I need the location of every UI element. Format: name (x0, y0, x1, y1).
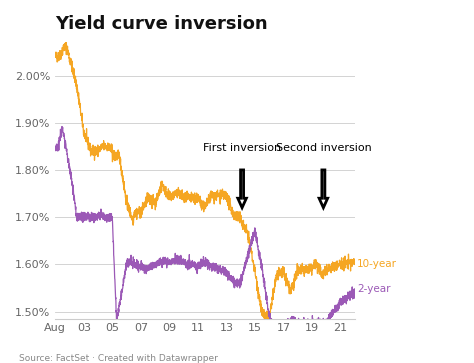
Text: Yield curve inversion: Yield curve inversion (55, 15, 268, 33)
Text: Source: FactSet · Created with Datawrapper: Source: FactSet · Created with Datawrapp… (19, 354, 218, 363)
Polygon shape (238, 170, 246, 208)
Text: First inversion: First inversion (203, 143, 281, 154)
Polygon shape (319, 170, 328, 208)
Text: Second inversion: Second inversion (275, 143, 371, 154)
Text: 2-year: 2-year (357, 284, 391, 294)
Text: 10-year: 10-year (357, 259, 397, 269)
